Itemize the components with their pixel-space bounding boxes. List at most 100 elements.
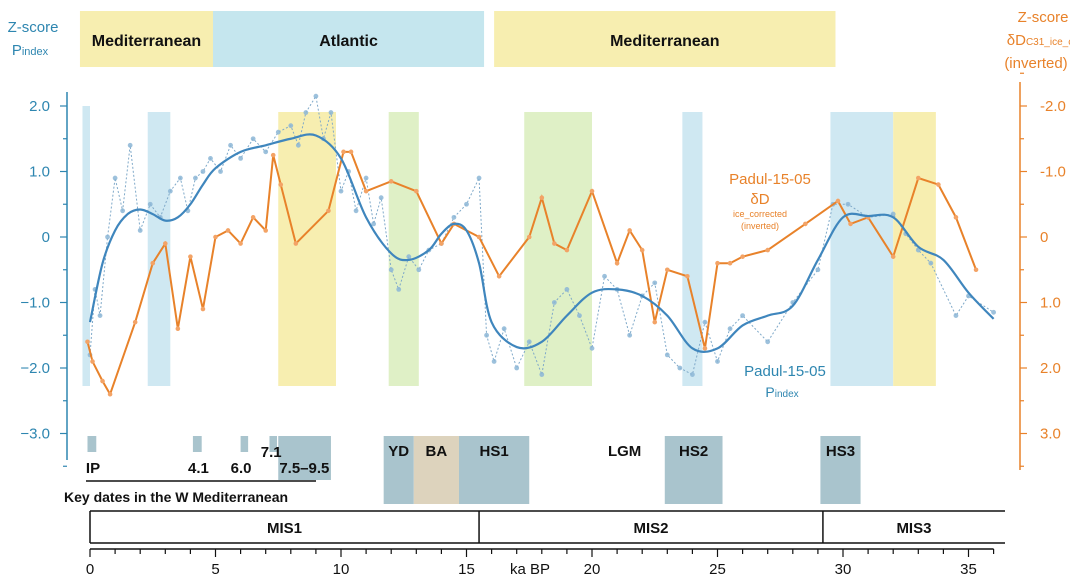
- dd-point: [614, 260, 620, 266]
- pindex-raw-point: [627, 332, 633, 338]
- x-axis-tick-label: 20: [584, 561, 601, 578]
- pindex-raw-point: [120, 208, 126, 214]
- event-label-hs1: HS1: [480, 443, 509, 460]
- pindex-raw-point: [815, 267, 821, 273]
- pindex-raw-point: [388, 267, 394, 273]
- event-small-box-2: [240, 436, 249, 452]
- climate-band-label-1: Atlantic: [319, 33, 378, 50]
- dd-point: [526, 234, 532, 240]
- dd-point: [388, 179, 394, 184]
- dd-point: [200, 306, 206, 312]
- dd-point: [363, 188, 369, 194]
- pindex-raw-point: [167, 188, 173, 194]
- dd-point: [476, 234, 482, 240]
- pindex-raw-point: [664, 352, 670, 358]
- pindex-raw-point: [727, 326, 733, 332]
- pindex-raw-point: [378, 195, 384, 201]
- right-axis-tick-label: 2.0: [1040, 360, 1061, 377]
- dd-point: [348, 149, 354, 155]
- left-axis-tick-label: −1.0: [20, 295, 50, 312]
- left-axis-tick-label: 2.0: [29, 98, 50, 115]
- right-axis-tick-label: 3.0: [1040, 426, 1061, 443]
- dd-point: [848, 221, 853, 227]
- shaded-period-7: [893, 112, 936, 386]
- pindex-raw-point: [406, 254, 412, 260]
- right-axis-title-line1: Z-score: [1018, 9, 1069, 26]
- dd-series: [85, 149, 979, 397]
- dd-point: [627, 228, 632, 233]
- pindex-raw-point: [451, 214, 457, 220]
- pindex-raw-point: [105, 234, 110, 240]
- pindex-raw-point: [652, 280, 658, 286]
- dd-point: [341, 149, 346, 155]
- pindex-raw-point: [564, 287, 570, 292]
- left-axis-title-line2: Pindex: [12, 42, 49, 59]
- dd-point: [564, 247, 570, 253]
- pindex-raw-point: [250, 136, 256, 142]
- shaded-periods: [82, 106, 936, 386]
- climate-band-0: [79, 11, 213, 67]
- pindex-raw-point: [677, 365, 683, 371]
- pindex-series-label-line2: Pindex: [765, 384, 798, 400]
- dd-point: [639, 247, 645, 253]
- shaded-period-2: [278, 112, 336, 386]
- dd-point: [163, 241, 168, 246]
- pindex-raw-point: [238, 156, 244, 161]
- dd-point: [263, 228, 269, 233]
- shaded-period-3: [388, 112, 419, 386]
- event-small-box-0: [87, 436, 97, 452]
- pindex-raw-point: [476, 175, 482, 181]
- dd-point: [278, 182, 284, 187]
- dd-point: [175, 326, 181, 332]
- shaded-period-6: [830, 112, 894, 386]
- right-axis-tick-label: 0: [1040, 229, 1048, 246]
- right-axis-title-line2: δDC31_ice_c: [1007, 32, 1070, 49]
- event-label-4-1: 4.1: [188, 460, 209, 477]
- pindex-raw-point: [702, 319, 708, 325]
- shaded-period-0: [82, 106, 90, 386]
- dd-point: [85, 339, 90, 345]
- shaded-period-4: [524, 112, 592, 386]
- pindex-raw-point: [263, 149, 269, 155]
- dd-point: [238, 241, 243, 246]
- mis-boxes: MIS1 MIS2 MIS3: [89, 510, 1005, 544]
- left-axis-tick-label: −3.0: [20, 426, 50, 443]
- pindex-smooth-series: [88, 133, 995, 353]
- dd-point: [890, 254, 896, 259]
- pindex-raw-point: [491, 359, 497, 364]
- pindex-raw-point: [765, 339, 771, 345]
- right-axis: -2.0 -1.0 0 1.0 2.0 3.0: [1019, 72, 1066, 470]
- event-box-7-5-9-5: [278, 436, 331, 480]
- pindex-smooth-line: [88, 133, 995, 353]
- pindex-raw-point: [514, 365, 520, 371]
- dd-point: [539, 195, 545, 200]
- left-axis-tick-label: 0: [42, 229, 50, 246]
- pindex-raw-point: [97, 313, 103, 318]
- climate-band-1: [212, 11, 485, 67]
- x-axis-tick-label: 30: [835, 561, 852, 578]
- event-label-yd: YD: [388, 443, 409, 460]
- dd-point: [414, 188, 419, 194]
- dd-point: [188, 254, 193, 259]
- pindex-raw-point: [602, 273, 607, 279]
- x-axis: 0 5 10 15 20 25 30 35: [86, 548, 995, 578]
- pindex-raw-point: [845, 201, 851, 207]
- pindex-raw-point: [953, 313, 959, 318]
- pindex-raw-series: [87, 93, 996, 377]
- dd-point: [715, 260, 720, 266]
- pindex-raw-point: [416, 267, 422, 273]
- dd-point: [765, 247, 770, 253]
- pindex-raw-point: [890, 211, 896, 217]
- dd-point: [250, 215, 256, 220]
- dd-point: [270, 152, 276, 158]
- event-box-hs3: [820, 436, 861, 504]
- pindex-raw-point: [127, 142, 133, 148]
- dd-point: [132, 319, 138, 325]
- event-box-hs1: [458, 436, 530, 504]
- event-small-box-1: [192, 436, 202, 452]
- dd-point: [150, 260, 156, 266]
- pindex-raw-point: [928, 260, 934, 266]
- pindex-raw-point: [740, 313, 745, 318]
- pindex-raw-point: [464, 201, 469, 207]
